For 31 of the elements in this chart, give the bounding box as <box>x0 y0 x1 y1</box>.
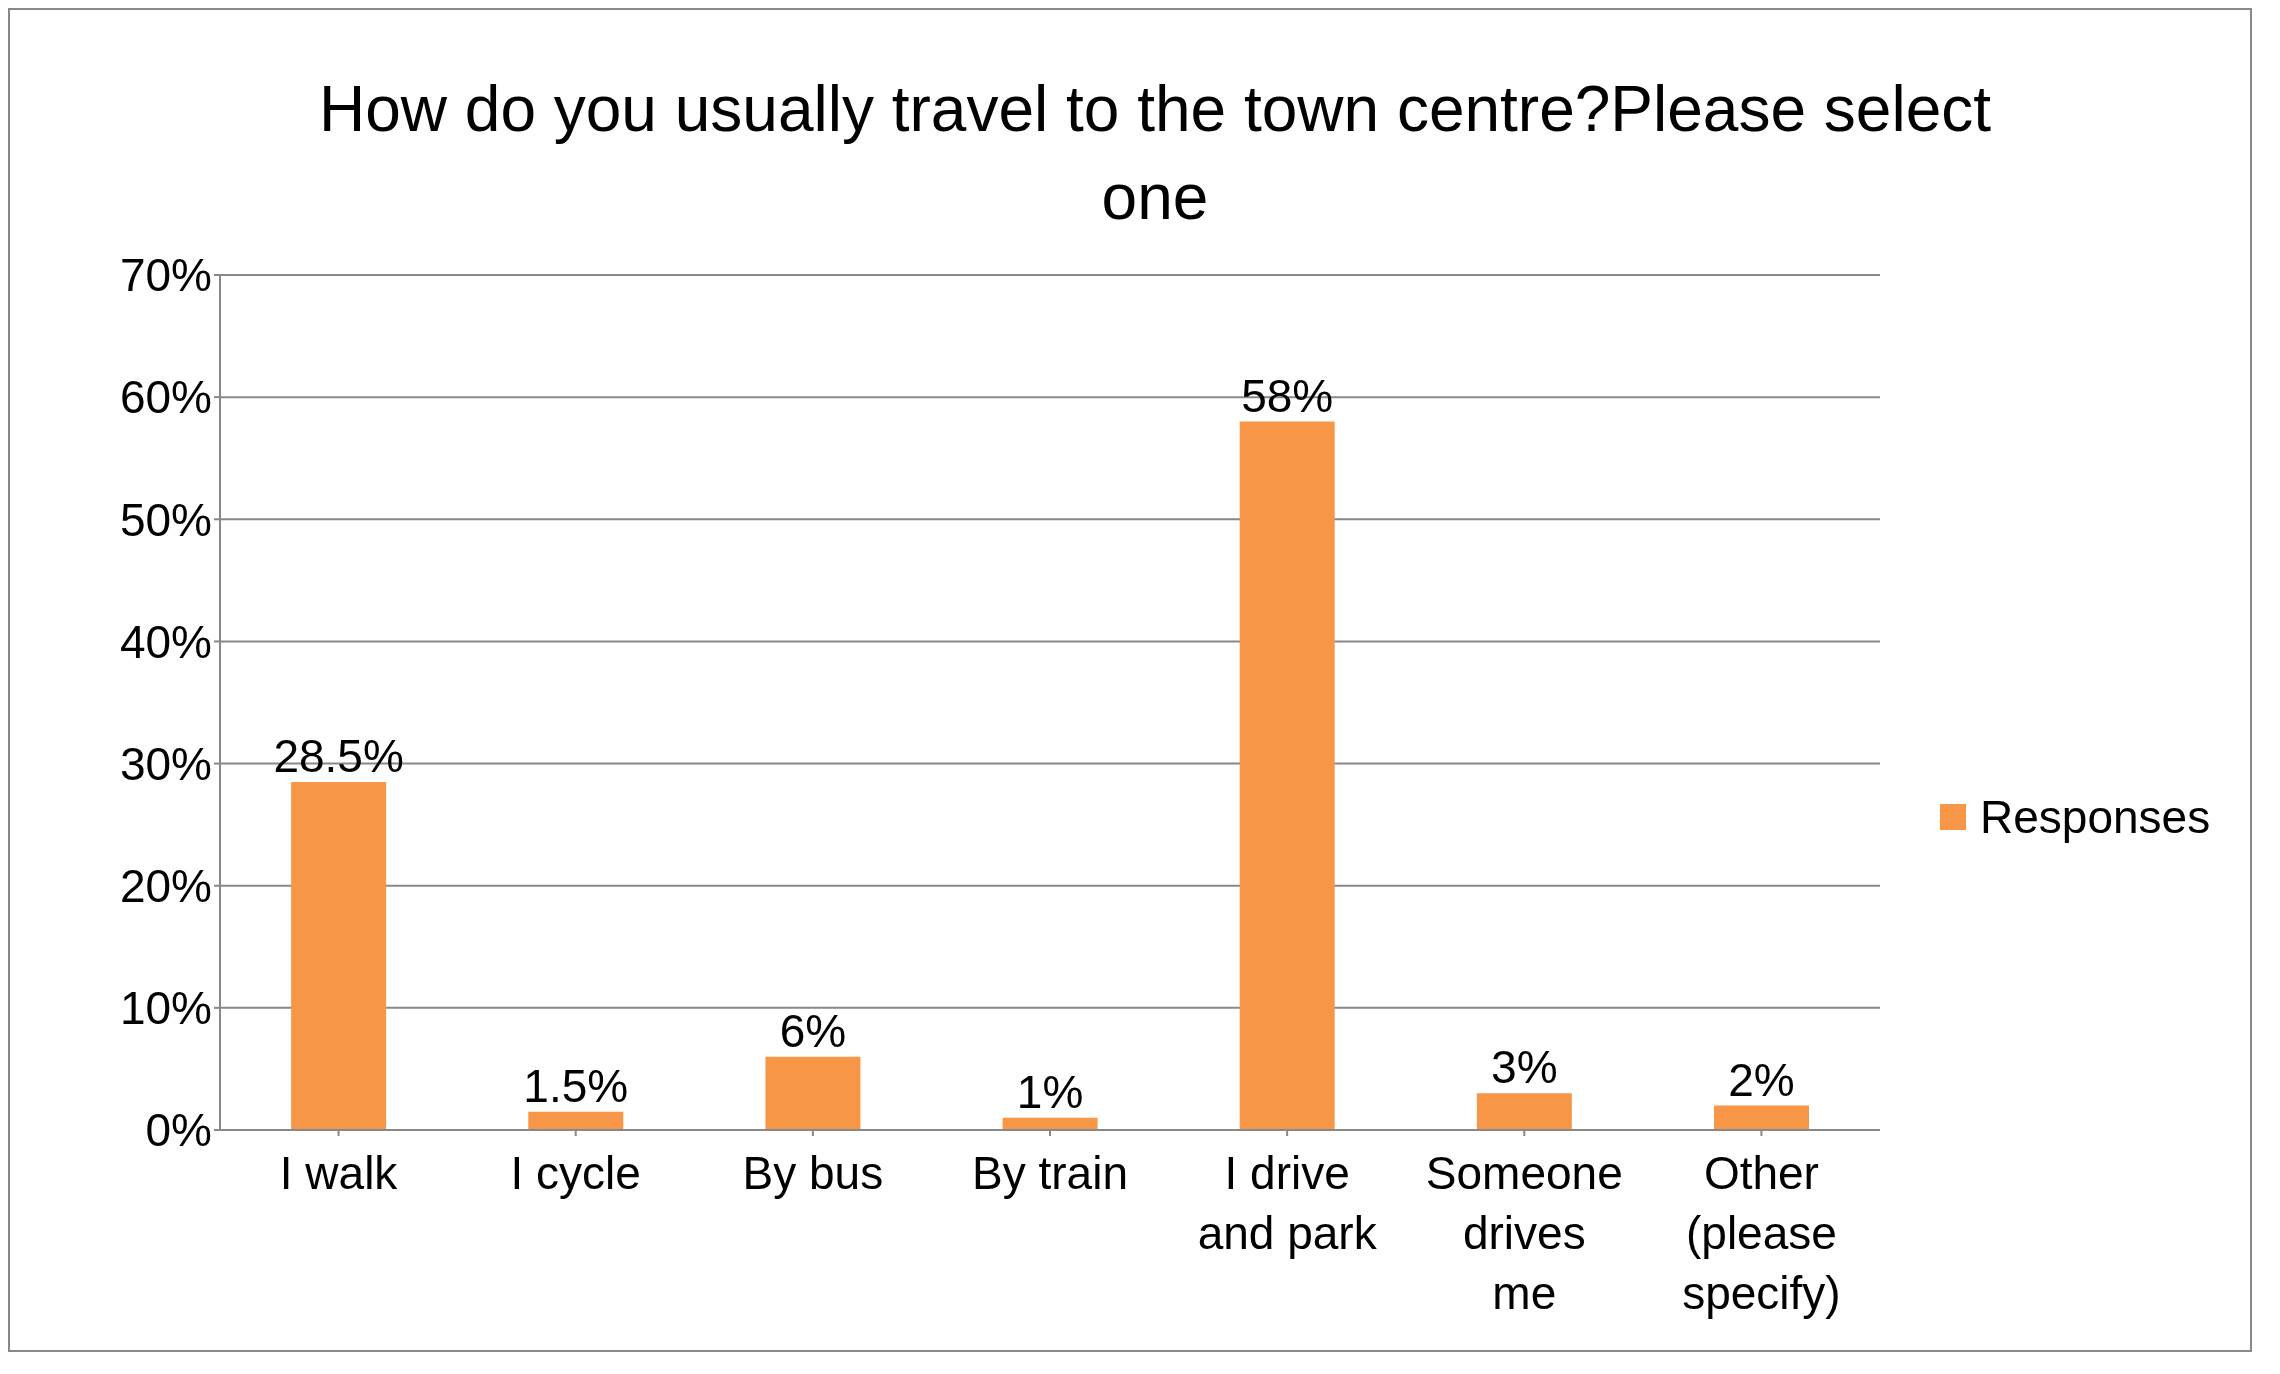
x-tick-label: Someone drives me <box>1425 1147 1623 1319</box>
legend-label: Responses <box>1980 790 2211 844</box>
data-label: 6% <box>779 1004 847 1057</box>
bar <box>291 781 387 1130</box>
x-tick-label: I walk <box>279 1147 399 1200</box>
x-tick-label: I cycle <box>510 1147 641 1200</box>
data-label: 58% <box>1241 369 1334 422</box>
y-tick-label: 0% <box>145 1104 212 1157</box>
y-tick-label: 40% <box>119 615 212 668</box>
y-tick-label: 70% <box>119 249 212 302</box>
chart-title: How do you usually travel to the town centre?Please select one <box>318 72 1992 235</box>
bar <box>1002 1117 1098 1130</box>
data-label: 1.5% <box>523 1059 629 1112</box>
bar <box>1714 1105 1809 1130</box>
bar <box>528 1111 624 1130</box>
y-tick-label: 10% <box>119 982 212 1035</box>
bar <box>765 1056 861 1130</box>
bar <box>1476 1093 1572 1130</box>
bar <box>1239 421 1335 1130</box>
x-tick-label: By bus <box>742 1147 884 1200</box>
data-label: 28.5% <box>273 729 404 782</box>
y-tick-label: 30% <box>119 737 212 790</box>
y-tick-label: 60% <box>119 371 212 424</box>
data-label: 2% <box>1728 1053 1795 1106</box>
data-label: 1% <box>1016 1065 1084 1118</box>
data-label: 3% <box>1491 1041 1558 1094</box>
x-tick-label: I drive and park <box>1197 1147 1378 1260</box>
y-tick-label: 50% <box>119 493 212 546</box>
x-tick-label: Other (please specify) <box>1682 1147 1841 1319</box>
x-tick-label: By train <box>972 1147 1128 1200</box>
y-tick-label: 20% <box>119 860 212 913</box>
